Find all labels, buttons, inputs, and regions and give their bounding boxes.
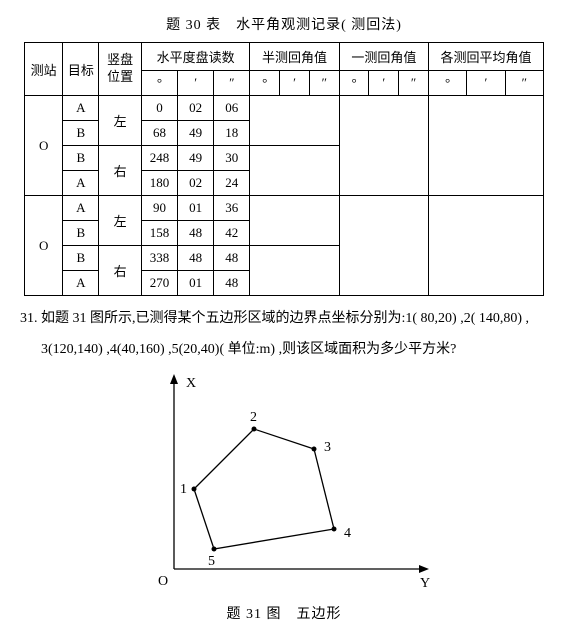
cell-reading: 48 bbox=[178, 221, 214, 246]
vertex-label: 5 bbox=[208, 554, 215, 569]
vertex-label: 4 bbox=[344, 526, 351, 541]
col-hread: 水平度盘读数 bbox=[141, 43, 249, 71]
question-number: 31. bbox=[20, 311, 38, 326]
cell-target: A bbox=[63, 96, 99, 121]
vertex-point bbox=[312, 447, 317, 452]
cell-one-angle bbox=[339, 96, 428, 196]
cell-reading: 48 bbox=[214, 271, 250, 296]
cell-reading: 68 bbox=[141, 121, 177, 146]
cell-half-angle bbox=[250, 196, 339, 246]
unit-sec: ″ bbox=[214, 71, 250, 96]
cell-station: O bbox=[25, 196, 63, 296]
cell-reading: 30 bbox=[214, 146, 250, 171]
col-one: 一测回角值 bbox=[339, 43, 428, 71]
cell-target: A bbox=[63, 171, 99, 196]
table-body: OA左00206B684918B右2484930A1800224OA左90013… bbox=[25, 96, 544, 296]
cell-station: O bbox=[25, 96, 63, 196]
cell-reading: 06 bbox=[214, 96, 250, 121]
cell-reading: 158 bbox=[141, 221, 177, 246]
table-row: OA左00206 bbox=[25, 96, 544, 121]
cell-target: B bbox=[63, 121, 99, 146]
cell-reading: 48 bbox=[214, 246, 250, 271]
cell-discpos: 右 bbox=[99, 146, 142, 196]
cell-reading: 248 bbox=[141, 146, 177, 171]
cell-half-angle bbox=[250, 246, 339, 296]
col-station: 测站 bbox=[25, 43, 63, 96]
cell-discpos: 右 bbox=[99, 246, 142, 296]
cell-reading: 49 bbox=[178, 146, 214, 171]
observation-table: 测站 目标 竖盘位置 水平度盘读数 半测回角值 一测回角值 各测回平均角值 ° … bbox=[24, 42, 544, 296]
cell-reading: 48 bbox=[178, 246, 214, 271]
unit-min: ′ bbox=[280, 71, 310, 96]
cell-reading: 42 bbox=[214, 221, 250, 246]
cell-reading: 180 bbox=[141, 171, 177, 196]
vertex-label: 3 bbox=[324, 440, 331, 455]
cell-reading: 270 bbox=[141, 271, 177, 296]
cell-avg-angle bbox=[429, 96, 544, 196]
unit-deg: ° bbox=[429, 71, 467, 96]
unit-min: ′ bbox=[178, 71, 214, 96]
vertex-point bbox=[212, 547, 217, 552]
unit-sec: ″ bbox=[399, 71, 429, 96]
cell-reading: 49 bbox=[178, 121, 214, 146]
unit-sec: ″ bbox=[309, 71, 339, 96]
col-half: 半测回角值 bbox=[250, 43, 339, 71]
cell-discpos: 左 bbox=[99, 96, 142, 146]
cell-reading: 01 bbox=[178, 271, 214, 296]
cell-reading: 0 bbox=[141, 96, 177, 121]
cell-target: A bbox=[63, 271, 99, 296]
origin-label: O bbox=[158, 574, 168, 589]
cell-reading: 18 bbox=[214, 121, 250, 146]
question-31-cont: 3(120,140) ,4(40,160) ,5(20,40)( 单位:m) ,… bbox=[20, 337, 548, 364]
col-target: 目标 bbox=[63, 43, 99, 96]
cell-reading: 02 bbox=[178, 171, 214, 196]
vertex-point bbox=[332, 527, 337, 532]
unit-deg: ° bbox=[250, 71, 280, 96]
cell-target: B bbox=[63, 221, 99, 246]
figure-title: 题 31 图 五边形 bbox=[20, 603, 548, 623]
question-text-2: 3(120,140) ,4(40,160) ,5(20,40)( 单位:m) ,… bbox=[41, 342, 456, 357]
question-31: 31. 如题 31 图所示,已测得某个五边形区域的边界点坐标分别为:1( 80,… bbox=[20, 306, 548, 333]
cell-target: B bbox=[63, 246, 99, 271]
unit-deg: ° bbox=[339, 71, 369, 96]
cell-reading: 36 bbox=[214, 196, 250, 221]
table-row: OA左900136 bbox=[25, 196, 544, 221]
pentagon-svg: X Y O 1 2 3 4 5 bbox=[134, 369, 434, 599]
y-axis-label: Y bbox=[420, 576, 430, 591]
cell-half-angle bbox=[250, 146, 339, 196]
col-avg: 各测回平均角值 bbox=[429, 43, 544, 71]
x-axis-label: X bbox=[186, 376, 196, 391]
vertex-label: 1 bbox=[180, 482, 187, 497]
question-text-1: 如题 31 图所示,已测得某个五边形区域的边界点坐标分别为:1( 80,20) … bbox=[41, 311, 529, 326]
y-axis-arrow bbox=[419, 565, 429, 573]
cell-reading: 338 bbox=[141, 246, 177, 271]
cell-reading: 02 bbox=[178, 96, 214, 121]
cell-discpos: 左 bbox=[99, 196, 142, 246]
pentagon-figure: X Y O 1 2 3 4 5 bbox=[20, 369, 548, 599]
unit-sec: ″ bbox=[505, 71, 543, 96]
vertex-point bbox=[192, 487, 197, 492]
vertex-label: 2 bbox=[250, 410, 257, 425]
cell-half-angle bbox=[250, 96, 339, 146]
vertex-point bbox=[252, 427, 257, 432]
table-title: 题 30 表 水平角观测记录( 测回法) bbox=[20, 14, 548, 34]
cell-target: A bbox=[63, 196, 99, 221]
cell-target: B bbox=[63, 146, 99, 171]
cell-reading: 90 bbox=[141, 196, 177, 221]
cell-reading: 24 bbox=[214, 171, 250, 196]
cell-reading: 01 bbox=[178, 196, 214, 221]
col-discpos: 竖盘位置 bbox=[99, 43, 142, 96]
x-axis-arrow bbox=[170, 374, 178, 384]
cell-avg-angle bbox=[429, 196, 544, 296]
unit-min: ′ bbox=[369, 71, 399, 96]
unit-deg: ° bbox=[141, 71, 177, 96]
cell-one-angle bbox=[339, 196, 428, 296]
unit-min: ′ bbox=[467, 71, 505, 96]
header-row-1: 测站 目标 竖盘位置 水平度盘读数 半测回角值 一测回角值 各测回平均角值 bbox=[25, 43, 544, 71]
